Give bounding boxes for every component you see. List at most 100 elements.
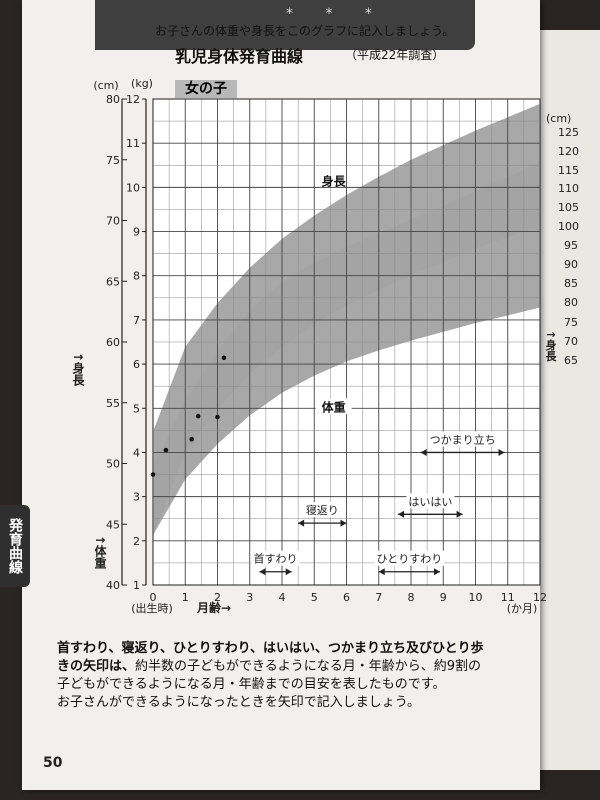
milestone-label-bg xyxy=(303,502,341,518)
x-tick-label: 2 xyxy=(214,591,221,604)
height-tick-label: 75 xyxy=(106,154,120,167)
milestone-label: 首すわり xyxy=(254,552,298,566)
next-page-unit: (cm) xyxy=(546,112,572,125)
weight-tick-label: 7 xyxy=(133,314,140,327)
milestone-arrow-head-left xyxy=(378,568,385,576)
measured-point-height xyxy=(221,355,227,361)
next-page-tick: 100 xyxy=(558,220,579,233)
weight-tick-label: 4 xyxy=(133,446,140,459)
x-unit-label: (か月) xyxy=(507,602,538,615)
height-tick-label: 80 xyxy=(106,93,120,106)
milestone-label: つかまり立ち xyxy=(430,432,496,446)
weight-tick-label: 9 xyxy=(133,226,140,239)
milestone-arrow-head-right xyxy=(434,568,441,576)
milestone-arrow-head-left xyxy=(398,510,405,518)
caption-line-4: お子さんができるようになったときを矢印で記入しましょう。 xyxy=(57,695,420,710)
band-label-weight-bg xyxy=(315,398,352,415)
next-page-tick: 120 xyxy=(558,145,579,158)
title-note: （平成22年調査） xyxy=(345,48,445,62)
x-tick-label: 10 xyxy=(469,591,483,604)
milestone-label-bg xyxy=(427,431,498,447)
measured-point-weight xyxy=(150,472,156,477)
measured-point-height xyxy=(195,413,201,419)
milestone-arrow-head-right xyxy=(456,510,463,518)
next-page-tick: 125 xyxy=(558,126,579,139)
x-tick-label: 0 xyxy=(150,591,157,604)
x-axis-label: 月齢→ xyxy=(196,600,231,615)
next-page-tick: 80 xyxy=(564,296,578,309)
caption-line-1: 首すわり、寝返り、ひとりすわり、はいはい、つかまり立ち及びひとり歩 xyxy=(57,641,484,656)
milestone-label: はいはい xyxy=(408,495,452,508)
girl-badge: 女の子 xyxy=(175,80,237,98)
x-tick-label: 3 xyxy=(246,591,253,604)
height-unit: (cm) xyxy=(93,79,118,92)
milestone-label: ひとりすわり xyxy=(377,553,443,566)
page-title: 乳児身体発育曲線 xyxy=(175,47,304,66)
next-page-tick: 105 xyxy=(558,201,579,214)
milestone-arrow-head-left xyxy=(259,568,266,576)
milestone-arrow-head-left xyxy=(298,519,305,527)
x-tick-label: 11 xyxy=(501,591,515,604)
caption-line-2: きの矢印は、約半数の子どもができるようになる月・年齢から、約9割の xyxy=(57,658,527,676)
x-tick-label: 4 xyxy=(279,591,286,604)
measured-point-height xyxy=(163,447,169,453)
page-subtitle: お子さんの体重や身長をこのグラフに記入しましょう。 xyxy=(155,24,455,38)
milestone-arrow-head-right xyxy=(285,568,292,576)
weight-axis-label: ↑体重 xyxy=(93,535,107,569)
x-tick-label: 12 xyxy=(533,591,547,604)
x-tick-label: 8 xyxy=(408,591,415,604)
height-tick-label: 40 xyxy=(106,579,120,592)
weight-tick-label: 8 xyxy=(133,270,140,283)
band-label-height: 身長 xyxy=(322,173,347,188)
weight-tick-label: 11 xyxy=(126,137,140,150)
caption-line-2-rest: 約半数の子どもができるようになる月・年齢から、約9割の xyxy=(135,659,482,674)
milestone-arrow-head-right xyxy=(498,448,505,456)
side-tab[interactable]: 発育曲線 xyxy=(0,505,30,587)
height-axis-label: ↑身長 xyxy=(71,352,85,387)
x-tick-label: 1 xyxy=(182,591,189,604)
measured-point-weight xyxy=(215,414,220,420)
height-tick-label: 65 xyxy=(106,275,120,288)
next-page-tick: 75 xyxy=(564,316,578,329)
caption-line-2-bold: きの矢印は、 xyxy=(57,659,136,674)
next-page-tick: 85 xyxy=(564,277,578,290)
x-tick-label: 6 xyxy=(343,591,350,604)
x-tick-label: 9 xyxy=(440,591,447,604)
height-tick-label: 45 xyxy=(106,518,120,531)
weight-tick-label: 6 xyxy=(133,358,140,371)
height-tick-label: 50 xyxy=(106,458,120,471)
weight-tick-label: 1 xyxy=(133,579,140,592)
measured-point-weight xyxy=(189,436,194,442)
weight-unit: (kg) xyxy=(131,77,153,90)
next-page-tick: 115 xyxy=(558,164,579,177)
weight-tick-label: 3 xyxy=(133,491,140,504)
caption-line-3: 子どもができるようになる月・年齢までの目安を表したものです。 xyxy=(57,677,446,692)
milestone-label: 寝返り xyxy=(306,503,339,517)
milestone-label-bg xyxy=(406,493,455,509)
milestone-label-bg xyxy=(374,550,445,566)
next-page-tick: 90 xyxy=(564,258,578,271)
weight-tick-label: 12 xyxy=(126,93,140,106)
x-tick-label: 5 xyxy=(311,591,318,604)
page-number: 50 xyxy=(43,755,63,771)
height-tick-label: 70 xyxy=(106,215,120,228)
next-page-tick: 70 xyxy=(564,335,578,348)
header-stars: * * * xyxy=(286,6,386,22)
next-page-tick: 95 xyxy=(564,239,578,252)
header-band xyxy=(95,0,475,50)
next-page-axis-label: ↑身長 xyxy=(544,330,557,362)
weight-tick-label: 5 xyxy=(133,402,140,415)
next-page-tick: 110 xyxy=(558,182,579,195)
x-start-label: (出生時) xyxy=(131,601,173,615)
x-tick-label: 7 xyxy=(375,591,382,604)
milestone-label-bg xyxy=(251,550,300,566)
band-label-weight: 体重 xyxy=(322,399,346,414)
weight-tick-label: 10 xyxy=(126,181,140,194)
next-page-tick: 65 xyxy=(564,354,578,367)
height-tick-label: 55 xyxy=(106,397,120,410)
caption: 首すわり、寝返り、ひとりすわり、はいはい、つかまり立ち及びひとり歩 きの矢印は、… xyxy=(57,640,527,712)
milestone-arrow-head-left xyxy=(420,448,427,456)
height-tick-label: 60 xyxy=(106,336,120,349)
milestone-arrow-head-right xyxy=(340,519,347,527)
